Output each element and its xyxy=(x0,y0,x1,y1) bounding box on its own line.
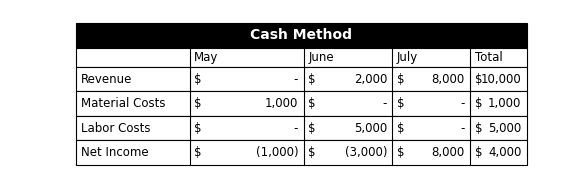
Text: 8,000: 8,000 xyxy=(431,73,465,86)
Text: Total: Total xyxy=(475,51,502,64)
Text: -: - xyxy=(294,73,298,86)
Bar xyxy=(76,116,527,140)
Text: $: $ xyxy=(308,73,316,86)
Text: $: $ xyxy=(194,97,202,110)
Text: $: $ xyxy=(475,122,482,135)
Text: $: $ xyxy=(194,146,202,159)
Text: $: $ xyxy=(308,146,316,159)
Text: (1,000): (1,000) xyxy=(256,146,298,159)
Text: $: $ xyxy=(194,122,202,135)
Text: (3,000): (3,000) xyxy=(345,146,387,159)
Text: 5,000: 5,000 xyxy=(488,122,522,135)
Text: Cash Method: Cash Method xyxy=(250,28,352,42)
Text: 1,000: 1,000 xyxy=(265,97,298,110)
Bar xyxy=(76,23,527,48)
Text: 4,000: 4,000 xyxy=(488,146,522,159)
Text: -: - xyxy=(294,122,298,135)
Text: Revenue: Revenue xyxy=(81,73,133,86)
Text: $: $ xyxy=(475,73,482,86)
Text: 8,000: 8,000 xyxy=(431,146,465,159)
Bar xyxy=(76,92,527,116)
Text: $: $ xyxy=(397,146,405,159)
Text: 5,000: 5,000 xyxy=(354,122,387,135)
Text: Net Income: Net Income xyxy=(81,146,149,159)
Text: $: $ xyxy=(308,122,316,135)
Text: May: May xyxy=(194,51,219,64)
Bar xyxy=(76,67,527,92)
Text: $: $ xyxy=(308,97,316,110)
Text: Material Costs: Material Costs xyxy=(81,97,166,110)
Bar xyxy=(76,140,527,165)
Text: $: $ xyxy=(397,73,405,86)
Text: June: June xyxy=(308,51,334,64)
Text: 2,000: 2,000 xyxy=(353,73,387,86)
Text: $: $ xyxy=(194,73,202,86)
Text: $: $ xyxy=(397,122,405,135)
Text: July: July xyxy=(397,51,418,64)
Bar xyxy=(76,48,527,67)
Text: Labor Costs: Labor Costs xyxy=(81,122,151,135)
Text: $: $ xyxy=(475,97,482,110)
Text: 10,000: 10,000 xyxy=(481,73,522,86)
Text: $: $ xyxy=(397,97,405,110)
Text: $: $ xyxy=(475,146,482,159)
Text: -: - xyxy=(383,97,387,110)
Text: 1,000: 1,000 xyxy=(488,97,522,110)
Text: -: - xyxy=(460,122,465,135)
Text: -: - xyxy=(460,97,465,110)
